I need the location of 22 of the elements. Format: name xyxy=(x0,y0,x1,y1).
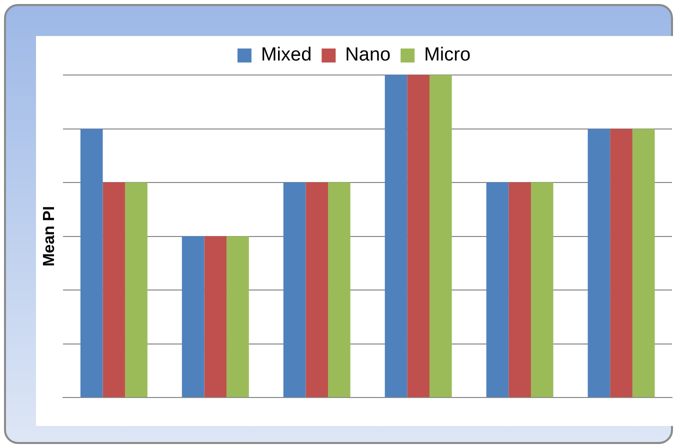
bar xyxy=(102,182,126,398)
bar xyxy=(530,182,554,398)
bar xyxy=(80,128,103,398)
bar xyxy=(328,182,350,398)
bar xyxy=(588,128,610,398)
bar xyxy=(384,75,408,398)
bar xyxy=(306,182,328,398)
bar xyxy=(610,128,632,398)
bar xyxy=(407,75,430,398)
legend-label: Micro xyxy=(424,44,471,66)
bar xyxy=(125,182,148,398)
y-axis-title: Mean PI xyxy=(41,206,58,267)
bar xyxy=(632,128,655,398)
bar xyxy=(226,236,249,398)
bar xyxy=(508,182,531,398)
bar xyxy=(204,236,227,398)
legend-label: Nano xyxy=(345,44,391,66)
bar xyxy=(182,236,204,398)
bar xyxy=(283,182,306,398)
legend-label: Mixed xyxy=(260,44,312,66)
bar xyxy=(429,75,452,398)
bar xyxy=(486,182,509,398)
